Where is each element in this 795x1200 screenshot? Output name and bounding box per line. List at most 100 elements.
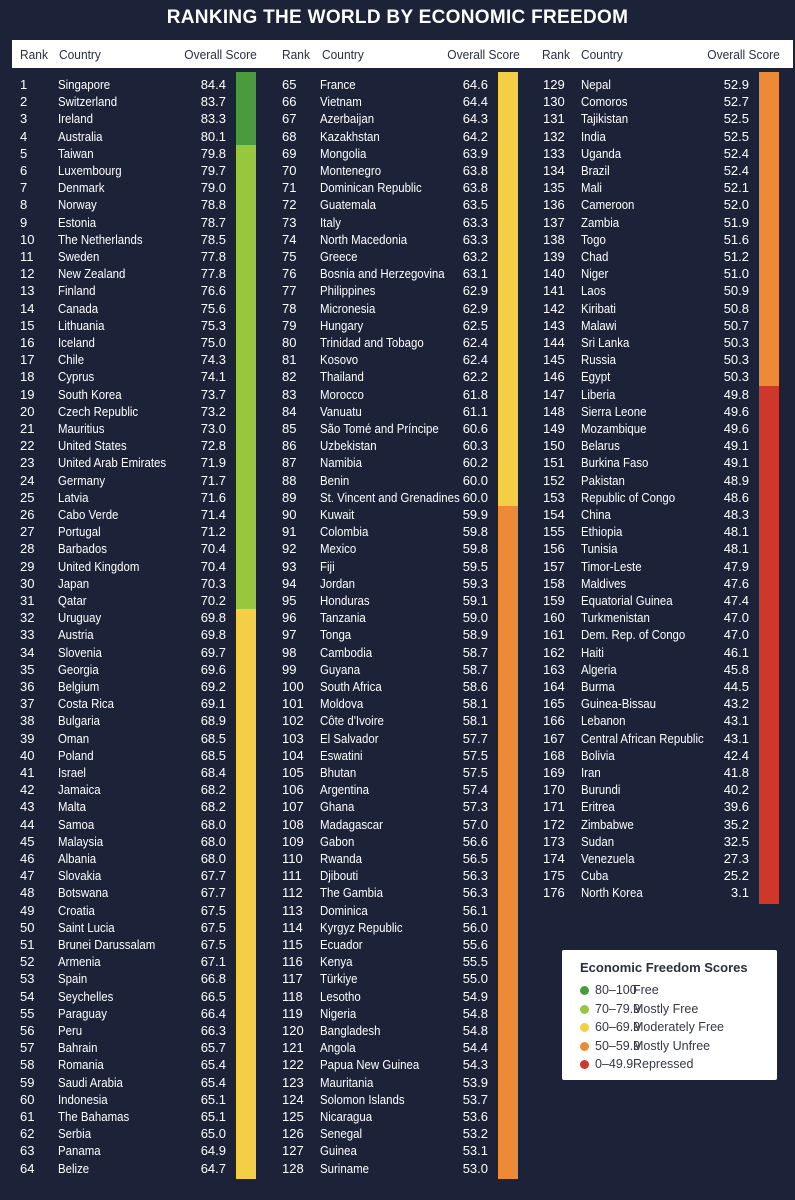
rank-cell: 118 <box>282 988 303 1004</box>
score-cell: 62.2 <box>462 369 488 385</box>
country-cell: Sri Lanka <box>581 335 630 350</box>
score-cell: 66.3 <box>200 1023 226 1038</box>
table-row: 31 Qatar 70.2 <box>20 592 260 609</box>
score-cell: 59.5 <box>462 558 488 574</box>
score-cell: 73.2 <box>200 403 226 419</box>
table-row: 7 Denmark 79.0 <box>20 179 260 196</box>
country-cell: Peru <box>58 1023 83 1038</box>
rank-cell: 151 <box>543 455 565 471</box>
score-cell: 70.2 <box>200 593 226 608</box>
rank-cell: 106 <box>282 782 304 798</box>
country-cell: Central African Republic <box>581 730 704 746</box>
rank-cell: 84 <box>282 403 297 419</box>
rank-cell: 47 <box>20 868 35 884</box>
table-row: 112 The Gambia 56.3 <box>282 884 522 901</box>
table-row: 9 Estonia 78.7 <box>20 214 260 231</box>
country-cell: Iceland <box>58 335 95 350</box>
table-row: 69 Mongolia 63.9 <box>282 145 522 162</box>
score-cell: 39.6 <box>723 799 749 815</box>
table-row: 103 El Salvador 57.7 <box>282 730 522 747</box>
rank-cell: 18 <box>20 369 35 385</box>
rank-cell: 51 <box>20 937 35 952</box>
country-cell: Fiji <box>320 558 335 574</box>
header-country: Country <box>581 47 623 62</box>
score-cell: 57.4 <box>462 782 488 798</box>
country-cell: Thailand <box>320 369 364 385</box>
table-row: 159 Equatorial Guinea 47.4 <box>543 592 783 609</box>
country-cell: Kazakhstan <box>320 128 380 144</box>
table-row: 59 Saudi Arabia 65.4 <box>20 1074 260 1091</box>
table-row: 5 Taiwan 79.8 <box>20 145 260 162</box>
score-cell: 68.2 <box>200 799 226 815</box>
score-cell: 68.2 <box>200 782 226 798</box>
score-cell: 57.7 <box>462 730 488 746</box>
table-row: 136 Cameroon 52.0 <box>543 196 783 213</box>
score-cell: 58.1 <box>462 713 488 729</box>
rank-cell: 98 <box>282 644 297 660</box>
score-cell: 51.2 <box>723 249 749 264</box>
country-cell: Argentina <box>320 782 369 798</box>
table-row: 16 Iceland 75.0 <box>20 334 260 351</box>
score-cell: 49.8 <box>723 386 749 402</box>
score-cell: 60.0 <box>462 472 488 488</box>
table-row: 67 Azerbaijan 64.3 <box>282 110 522 127</box>
country-cell: Sweden <box>58 249 100 264</box>
rank-cell: 32 <box>20 610 35 626</box>
country-cell: Gabon <box>320 833 355 849</box>
score-cell: 60.2 <box>462 455 488 471</box>
table-row: 62 Serbia 65.0 <box>20 1125 260 1142</box>
country-cell: Eritrea <box>581 799 615 815</box>
country-cell: Israel <box>58 765 86 780</box>
rank-cell: 17 <box>20 352 35 368</box>
rank-cell: 21 <box>20 421 35 436</box>
rank-cell: 54 <box>20 988 35 1004</box>
rank-cell: 74 <box>282 231 297 247</box>
rank-cell: 20 <box>20 403 35 419</box>
score-cell: 73.0 <box>200 421 226 436</box>
country-cell: France <box>320 77 356 92</box>
score-cell: 63.1 <box>462 266 488 282</box>
legend-color-dot-icon <box>580 1004 589 1014</box>
score-cell: 49.6 <box>723 403 749 419</box>
country-cell: Tanzania <box>320 610 366 626</box>
table-row: 160 Turkmenistan 47.0 <box>543 609 783 626</box>
legend-range: 0–49.9 <box>595 1057 634 1071</box>
rank-cell: 86 <box>282 438 297 454</box>
country-cell: Chad <box>581 249 609 264</box>
table-row: 163 Algeria 45.8 <box>543 661 783 678</box>
score-cell: 77.8 <box>200 249 226 264</box>
score-cell: 56.3 <box>462 868 488 884</box>
table-row: 117 Türkiye 55.0 <box>282 970 522 987</box>
rank-cell: 112 <box>282 885 303 901</box>
table-row: 123 Mauritania 53.9 <box>282 1074 522 1091</box>
rank-cell: 134 <box>543 163 565 178</box>
score-cell: 43.1 <box>723 730 749 746</box>
rank-cell: 105 <box>282 765 304 780</box>
rank-cell: 176 <box>543 885 565 901</box>
country-cell: Bhutan <box>320 765 357 780</box>
score-cell: 78.8 <box>200 197 226 213</box>
country-cell: Spain <box>58 971 88 987</box>
header-score: Overall Score <box>707 47 780 62</box>
table-row: 57 Bahrain 65.7 <box>20 1039 260 1056</box>
legend-label: Mostly Unfree <box>633 1038 711 1053</box>
score-cell: 67.5 <box>200 919 226 935</box>
table-row: 133 Uganda 52.4 <box>543 145 783 162</box>
rank-cell: 111 <box>282 868 302 884</box>
rank-cell: 132 <box>543 128 565 144</box>
country-cell: Burundi <box>581 782 621 798</box>
legend-label: Moderately Free <box>633 1020 725 1034</box>
rank-cell: 66 <box>282 94 297 110</box>
rank-cell: 2 <box>20 94 28 110</box>
score-cell: 71.7 <box>200 472 226 488</box>
score-cell: 47.9 <box>723 558 749 574</box>
table-row: 104 Eswatini 57.5 <box>282 747 522 764</box>
rank-cell: 22 <box>20 438 35 454</box>
score-category-bar <box>236 609 256 1179</box>
country-cell: Vietnam <box>320 94 362 110</box>
table-row: 122 Papua New Guinea 54.3 <box>282 1056 522 1073</box>
score-cell: 54.4 <box>462 1040 488 1056</box>
rank-cell: 46 <box>20 851 35 866</box>
table-row: 38 Bulgaria 68.9 <box>20 712 260 729</box>
table-row: 170 Burundi 40.2 <box>543 781 783 798</box>
